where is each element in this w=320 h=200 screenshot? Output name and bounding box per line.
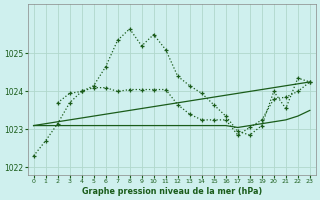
X-axis label: Graphe pression niveau de la mer (hPa): Graphe pression niveau de la mer (hPa): [82, 187, 262, 196]
